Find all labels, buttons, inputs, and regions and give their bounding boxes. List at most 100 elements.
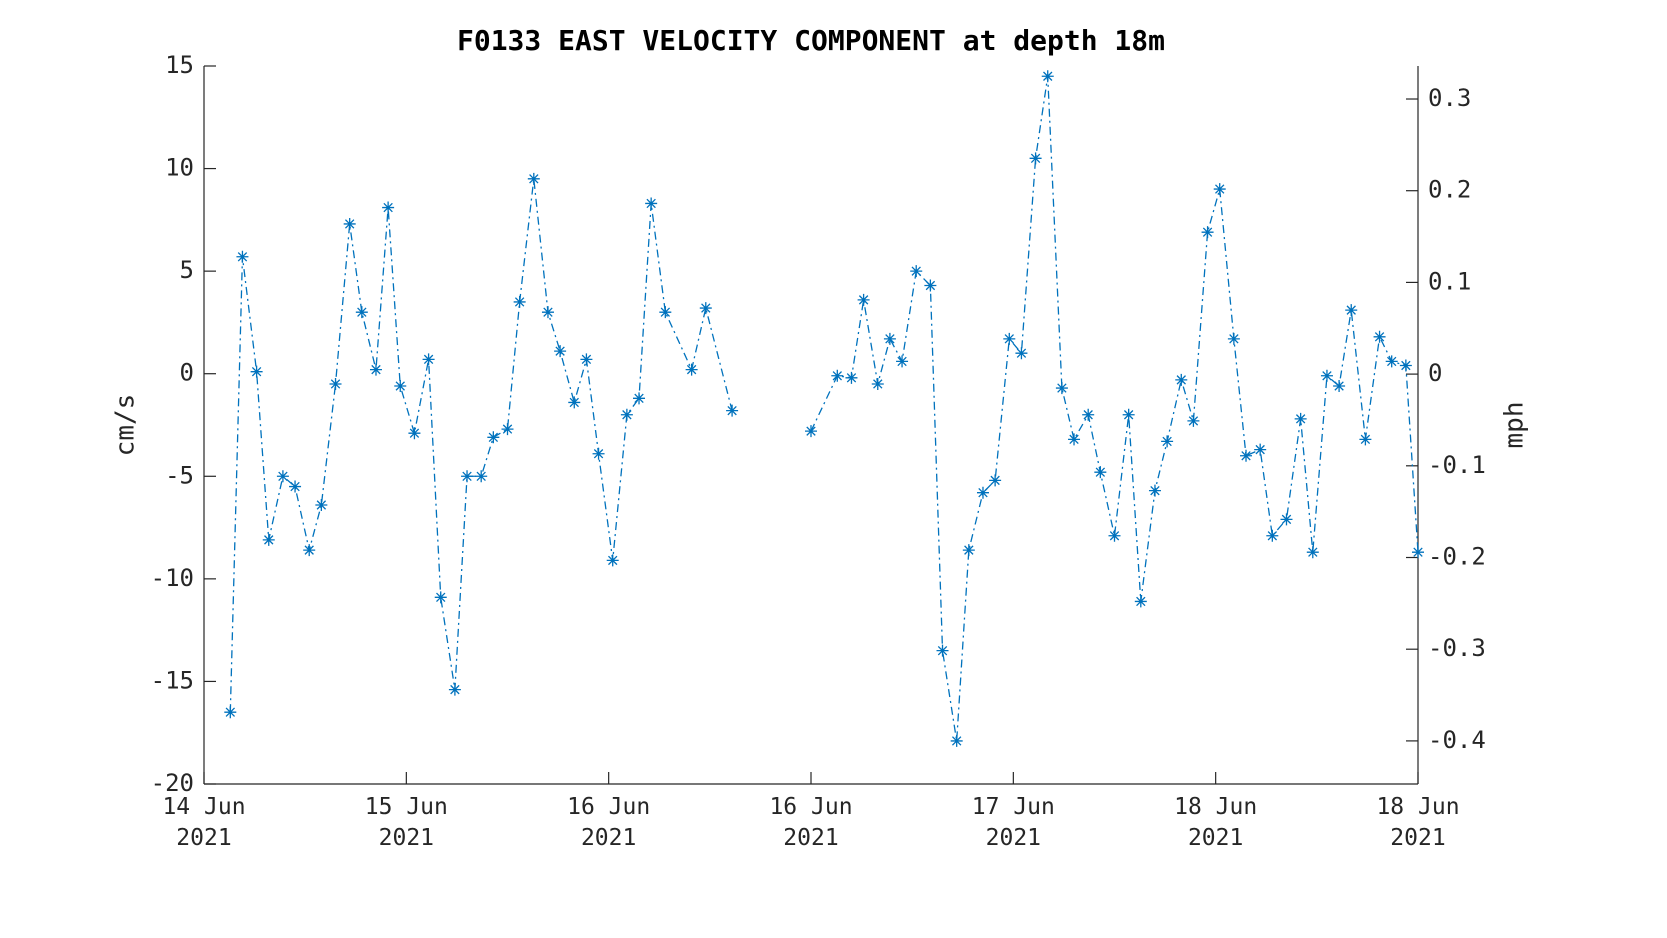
marker [1122, 408, 1135, 421]
y2-tick-label: 0.2 [1428, 176, 1471, 204]
marker [448, 683, 461, 696]
marker [1134, 595, 1147, 608]
x-tick-label: 16 Jun 2021 [769, 794, 853, 851]
marker [262, 533, 275, 546]
marker [699, 302, 712, 315]
marker [250, 365, 263, 378]
marker [1266, 529, 1279, 542]
x-tick-label: 15 Jun 2021 [364, 794, 448, 851]
y-tick-label: -20 [151, 769, 194, 797]
marker [1373, 330, 1386, 343]
marker [592, 447, 605, 460]
marker [303, 544, 316, 557]
x-tick-label: 16 Jun 2021 [567, 794, 651, 851]
marker [633, 392, 646, 405]
marker [501, 423, 514, 436]
marker [315, 499, 328, 512]
marker [422, 353, 435, 366]
y2-tick-label: -0.4 [1428, 726, 1486, 754]
marker [924, 279, 937, 292]
marker [1175, 373, 1188, 386]
marker [1294, 412, 1307, 425]
marker [1187, 414, 1200, 427]
marker [1148, 484, 1161, 497]
marker [685, 363, 698, 376]
marker [329, 377, 342, 390]
marker [355, 306, 368, 319]
marker [936, 644, 949, 657]
y-tick-label: -15 [151, 666, 194, 694]
marker [1240, 449, 1253, 462]
marker [1254, 443, 1267, 456]
marker [236, 250, 249, 263]
marker [343, 217, 356, 230]
marker [805, 425, 817, 438]
marker [1227, 332, 1240, 345]
marker [989, 474, 1002, 487]
marker [1320, 369, 1333, 382]
marker [1161, 435, 1174, 448]
marker [369, 363, 382, 376]
marker [831, 369, 844, 382]
marker [1068, 433, 1081, 446]
marker [896, 355, 909, 368]
marker [461, 470, 474, 483]
marker [1399, 359, 1412, 372]
marker [1015, 347, 1028, 360]
marker [568, 396, 581, 409]
y2-tick-label: 0 [1428, 359, 1442, 387]
y-tick-label: -10 [151, 564, 194, 592]
y2-tick-label: -0.2 [1428, 543, 1486, 571]
marker [1003, 332, 1016, 345]
marker [1041, 70, 1054, 83]
marker [962, 544, 975, 557]
y2-tick-label: 0.3 [1428, 84, 1471, 112]
marker [1201, 226, 1214, 239]
marker [1082, 408, 1095, 421]
marker [513, 295, 526, 308]
y-tick-label: -5 [165, 461, 194, 489]
marker [289, 480, 302, 493]
marker [382, 201, 395, 214]
x-tick-label: 17 Jun 2021 [971, 794, 1055, 851]
x-tick-label: 18 Jun 2021 [1376, 794, 1460, 851]
marker [1094, 466, 1107, 479]
y2-tick-label: 0.1 [1428, 267, 1471, 295]
marker [976, 486, 989, 499]
marker [1412, 546, 1424, 559]
marker [554, 345, 567, 358]
x-tick-label: 14 Jun 2021 [162, 794, 246, 851]
y2-tick-label: -0.3 [1428, 634, 1486, 662]
marker [408, 427, 421, 440]
marker [620, 408, 633, 421]
y-tick-label: 10 [165, 154, 194, 182]
marker [857, 293, 870, 306]
series-line [229, 76, 1419, 742]
marker [1333, 380, 1346, 393]
marker [1280, 513, 1293, 526]
marker [606, 554, 619, 567]
marker [950, 734, 963, 747]
marker [527, 172, 540, 185]
marker [475, 470, 488, 483]
marker [434, 591, 447, 604]
marker [1029, 152, 1042, 165]
x-tick-label: 18 Jun 2021 [1174, 794, 1258, 851]
marker [1055, 382, 1068, 395]
marker [1385, 355, 1398, 368]
marker [541, 306, 554, 319]
marker [580, 353, 593, 366]
y-tick-label: 5 [180, 256, 194, 284]
y2-tick-label: -0.1 [1428, 451, 1486, 479]
marker [224, 706, 237, 719]
marker [1306, 546, 1319, 559]
marker [871, 377, 884, 390]
marker [1213, 183, 1226, 196]
marker [910, 265, 923, 278]
y-tick-label: 0 [180, 359, 194, 387]
marker [276, 470, 289, 483]
marker [487, 431, 500, 444]
marker [645, 197, 658, 210]
marker [726, 404, 739, 417]
